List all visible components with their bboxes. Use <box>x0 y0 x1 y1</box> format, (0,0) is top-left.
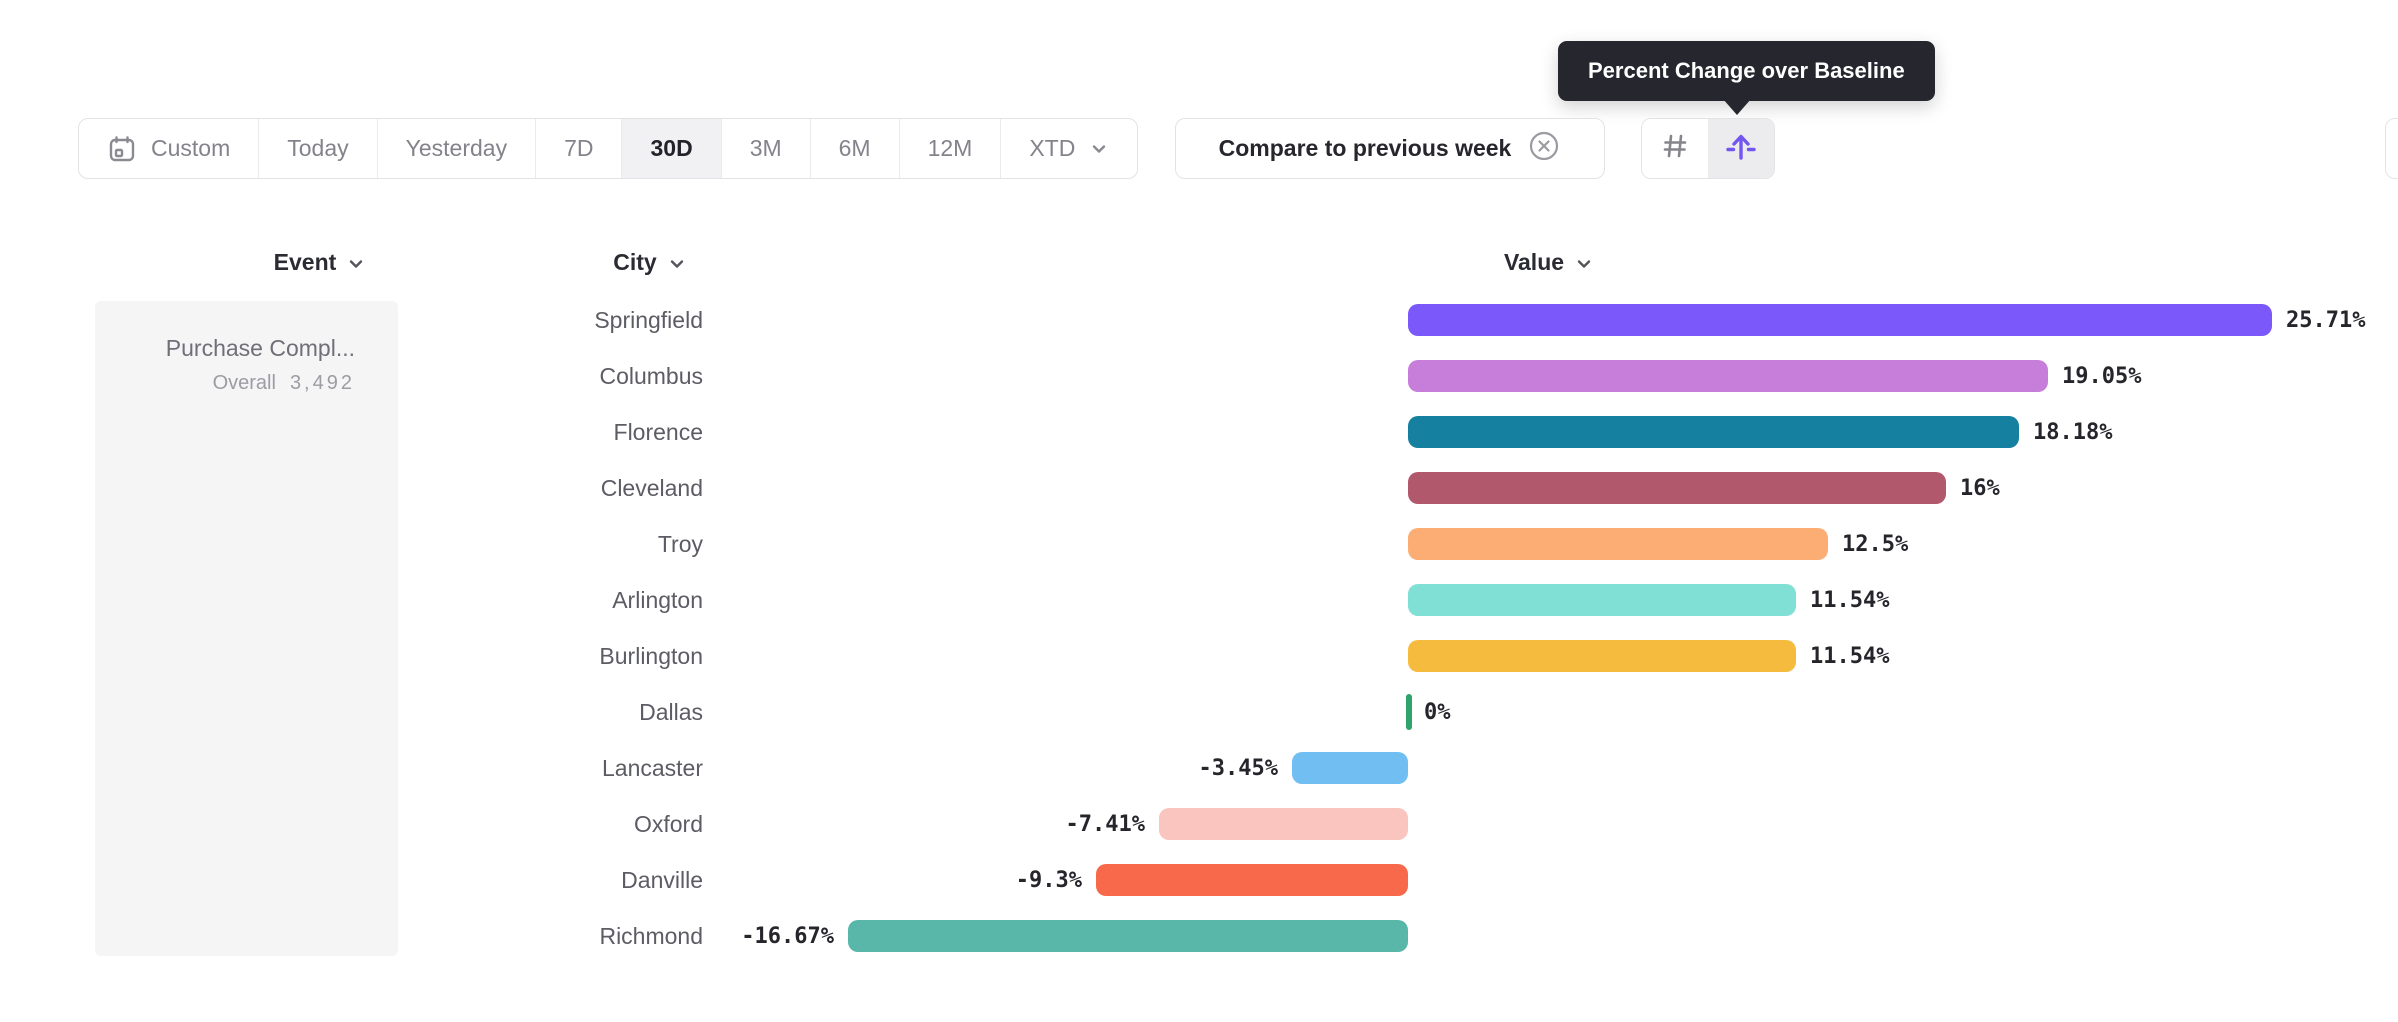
overall-label: Overall <box>212 372 276 394</box>
calendar-icon <box>107 134 137 164</box>
compare-chip[interactable]: Compare to previous week <box>1175 118 1605 179</box>
chart-row: Arlington 11.54% <box>0 572 2398 628</box>
hash-icon <box>1659 130 1691 167</box>
value-bar[interactable] <box>1408 416 2019 448</box>
city-label: Lancaster <box>601 754 703 781</box>
close-circle-icon[interactable] <box>1527 129 1561 169</box>
chart-row: Dallas 0% <box>0 684 2398 740</box>
date-range-option-label: 3M <box>749 135 782 161</box>
date-range-option-label: Yesterday <box>405 135 508 161</box>
value-bar[interactable] <box>1408 640 1796 672</box>
date-range-option-3m[interactable]: 3M <box>720 119 810 178</box>
date-range-option-label: 30D <box>650 135 693 161</box>
value-bar[interactable] <box>1292 752 1408 784</box>
date-range-option-label: Custom <box>151 135 231 161</box>
event-card[interactable]: Purchase Compl... Overall 3,492 <box>95 301 398 956</box>
chart-row: Lancaster -3.45% <box>0 740 2398 796</box>
date-range-option-xtd[interactable]: XTD <box>1000 119 1137 178</box>
column-header-event[interactable]: Event <box>220 246 420 278</box>
date-range-option-label: Today <box>287 135 349 161</box>
date-range-option-label: XTD <box>1029 135 1076 161</box>
value-bar[interactable] <box>1406 694 1412 730</box>
city-label: Springfield <box>594 306 703 333</box>
value-bar[interactable] <box>1408 528 1828 560</box>
value-bar[interactable] <box>1408 472 1946 504</box>
date-range-option-6m[interactable]: 6M <box>809 119 899 178</box>
chart-row: Oxford -7.41% <box>0 796 2398 852</box>
date-range-option-7d[interactable]: 7D <box>535 119 621 178</box>
city-label: Danville <box>621 866 703 893</box>
value-label: 16% <box>1960 476 2000 501</box>
column-header-value[interactable]: Value <box>1449 246 1649 278</box>
value-bar[interactable] <box>1159 808 1408 840</box>
compare-chip-label: Compare to previous week <box>1218 135 1512 161</box>
chevron-down-icon <box>1577 259 1591 268</box>
chart-row: Cleveland 16% <box>0 460 2398 516</box>
value-bar[interactable] <box>1408 584 1796 616</box>
value-display-toggle <box>1641 118 1775 179</box>
number-format-button[interactable] <box>1642 119 1708 178</box>
column-header-event-label: Event <box>273 248 337 275</box>
date-range-option-custom[interactable]: Custom <box>79 119 258 178</box>
event-overall: Overall 3,492 <box>115 372 355 395</box>
chart-row: Troy 12.5% <box>0 516 2398 572</box>
value-label: 12.5% <box>1842 532 1909 557</box>
tooltip: Percent Change over Baseline <box>1558 41 1935 101</box>
chart-row: Florence 18.18% <box>0 404 2398 460</box>
column-header-city-label: City <box>613 248 657 275</box>
chart-row: Burlington 11.54% <box>0 628 2398 684</box>
percent-change-button[interactable] <box>1708 119 1774 178</box>
city-label: Dallas <box>639 698 703 725</box>
date-range-option-label: 12M <box>927 135 973 161</box>
value-label: 25.71% <box>2286 308 2366 333</box>
city-label: Troy <box>657 530 703 557</box>
bar-chart: Springfield 25.71% Columbus 19.05% Flore… <box>0 292 2398 964</box>
date-range-option-30d[interactable]: 30D <box>621 119 721 178</box>
tooltip-text: Percent Change over Baseline <box>1588 58 1905 83</box>
value-bar[interactable] <box>1408 360 2048 392</box>
chevron-down-icon <box>1089 139 1109 159</box>
date-range-option-yesterday[interactable]: Yesterday <box>376 119 535 178</box>
value-bar[interactable] <box>1408 304 2272 336</box>
value-bar[interactable] <box>1096 864 1408 896</box>
date-range-toolbar: Custom Today <box>78 118 1139 179</box>
city-label: Oxford <box>633 810 703 837</box>
tooltip-caret <box>1723 99 1751 115</box>
value-label: 11.54% <box>1810 644 1890 669</box>
value-label: 19.05% <box>2062 364 2142 389</box>
date-range-option-today[interactable]: Today <box>258 119 376 178</box>
city-label: Columbus <box>599 362 703 389</box>
chevron-down-icon <box>350 259 363 268</box>
event-title: Purchase Compl... <box>165 335 355 361</box>
chart-row: Danville -9.3% <box>0 852 2398 908</box>
chart-row: Richmond -16.67% <box>0 908 2398 964</box>
clipped-toolbar-button[interactable] <box>2385 118 2398 179</box>
city-label: Arlington <box>612 586 703 613</box>
date-range-option-label: 7D <box>564 135 594 161</box>
city-label: Richmond <box>599 922 703 949</box>
arrow-up-baseline-icon <box>1723 128 1759 169</box>
city-label: Burlington <box>599 642 703 669</box>
city-label: Cleveland <box>600 474 703 501</box>
value-label: -16.67% <box>741 924 834 949</box>
city-label: Florence <box>613 418 703 445</box>
overall-value: 3,492 <box>289 372 355 394</box>
value-label: -7.41% <box>1065 812 1145 837</box>
value-label: -9.3% <box>1015 868 1082 893</box>
chart-row: Columbus 19.05% <box>0 348 2398 404</box>
value-label: 0% <box>1424 700 1451 725</box>
value-label: 18.18% <box>2033 420 2113 445</box>
column-header-value-label: Value <box>1503 248 1565 275</box>
date-range-option-label: 6M <box>838 135 871 161</box>
value-bar[interactable] <box>848 920 1408 952</box>
column-header-city[interactable]: City <box>550 246 750 278</box>
chart-row: Springfield 25.71% <box>0 292 2398 348</box>
date-range-option-12m[interactable]: 12M <box>898 119 1001 178</box>
value-label: -3.45% <box>1198 756 1278 781</box>
value-label: 11.54% <box>1810 588 1890 613</box>
chevron-down-icon <box>670 259 683 268</box>
